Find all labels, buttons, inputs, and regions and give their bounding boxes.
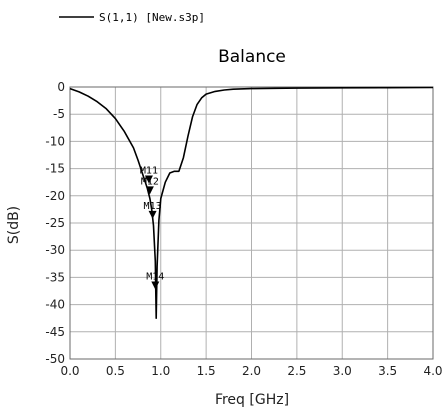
x-axis-label: Freq [GHz] xyxy=(215,392,289,408)
marker-triangle-m13 xyxy=(148,210,157,219)
y-tick-label-8: -40 xyxy=(45,298,65,312)
x-axis-ticks: 0.0 0.5 1.0 1.5 2.0 2.5 3.0 3.5 4.0 xyxy=(60,364,442,378)
y-tick-label-6: -30 xyxy=(45,243,65,257)
marker-label-m12: M12 xyxy=(141,176,159,187)
y-axis-ticks: 0 -5 -10 -15 -20 -25 -30 -35 -40 -45 -50 xyxy=(45,80,65,366)
legend: S(1,1) [New.s3p] xyxy=(59,11,205,24)
marker-triangle-m11 xyxy=(144,175,153,184)
y-tick-label-7: -35 xyxy=(45,270,65,284)
grid xyxy=(69,86,434,360)
x-tick-label-8: 4.0 xyxy=(423,364,442,378)
marker-label-m13: M13 xyxy=(144,201,162,212)
y-tick-label-3: -15 xyxy=(45,162,65,176)
x-tick-label-7: 3.5 xyxy=(378,364,397,378)
y-tick-label-0: 0 xyxy=(57,80,65,94)
marker-label-m11: M11 xyxy=(140,165,158,176)
x-tick-label-2: 1.0 xyxy=(151,364,170,378)
series-line-0 xyxy=(69,86,434,320)
y-tick-label-9: -45 xyxy=(45,325,65,339)
legend-label-s11: S(1,1) [New.s3p] xyxy=(99,11,205,24)
chart-title: Balance xyxy=(218,47,286,67)
y-tick-label-1: -5 xyxy=(53,107,65,121)
plot-border xyxy=(69,86,434,360)
x-tick-label-0: 0.0 xyxy=(60,364,79,378)
series-layer xyxy=(69,86,434,320)
marker-label-m14: M14 xyxy=(146,272,164,283)
marker-triangle-m14 xyxy=(151,281,160,290)
x-tick-label-6: 3.0 xyxy=(333,364,352,378)
y-tick-label-5: -25 xyxy=(45,216,65,230)
marker-triangle-m12 xyxy=(145,186,154,195)
x-tick-label-5: 2.5 xyxy=(287,364,306,378)
x-tick-label-1: 0.5 xyxy=(106,364,125,378)
x-tick-label-3: 1.5 xyxy=(197,364,216,378)
plot-frame xyxy=(69,86,434,360)
y-tick-label-10: -50 xyxy=(45,352,65,366)
x-tick-label-4: 2.0 xyxy=(242,364,261,378)
y-tick-label-4: -20 xyxy=(45,189,65,203)
y-tick-label-2: -10 xyxy=(45,134,65,148)
y-axis-label: S(dB) xyxy=(6,206,22,244)
